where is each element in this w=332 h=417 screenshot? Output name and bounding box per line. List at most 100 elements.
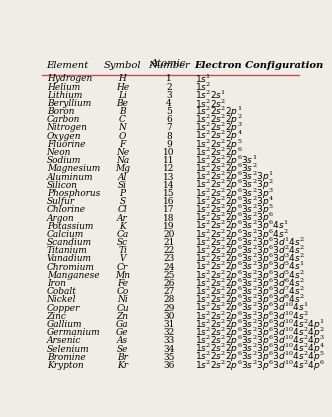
Text: Lithium: Lithium [46, 91, 82, 100]
Text: Beryllium: Beryllium [46, 99, 91, 108]
Text: $1\mathit{s}^{\mathregular{2}}2\mathit{s}^{\mathregular{2}}2\mathit{p}^{\mathreg: $1\mathit{s}^{\mathregular{2}}2\mathit{s… [195, 260, 304, 274]
Text: K: K [119, 222, 126, 231]
Text: He: He [116, 83, 129, 92]
Text: Krypton: Krypton [46, 361, 83, 370]
Text: 30: 30 [163, 312, 175, 321]
Text: Helium: Helium [46, 83, 80, 92]
Text: Element: Element [46, 61, 89, 70]
Text: 25: 25 [163, 271, 175, 280]
Text: Cl: Cl [118, 205, 127, 214]
Text: Sulfur: Sulfur [46, 197, 75, 206]
Text: Ar: Ar [117, 214, 128, 223]
Text: Titanium: Titanium [46, 246, 87, 255]
Text: $1\mathit{s}^{\mathregular{2}}2\mathit{s}^{\mathregular{2}}2\mathit{p}^{\mathreg: $1\mathit{s}^{\mathregular{2}}2\mathit{s… [195, 244, 305, 258]
Text: Cr: Cr [117, 263, 128, 272]
Text: O: O [119, 132, 126, 141]
Text: Chlorine: Chlorine [46, 205, 86, 214]
Text: Fluorine: Fluorine [46, 140, 85, 149]
Text: $1\mathit{s}^{\mathregular{2}}2\mathit{s}^{\mathregular{2}}2\mathit{p}^{\mathreg: $1\mathit{s}^{\mathregular{2}}2\mathit{s… [195, 113, 242, 127]
Text: $1\mathit{s}^{\mathregular{2}}2\mathit{s}^{\mathregular{2}}2\mathit{p}^{\mathreg: $1\mathit{s}^{\mathregular{2}}2\mathit{s… [195, 137, 242, 151]
Text: $1\mathit{s}^{\mathregular{2}}2\mathit{s}^{\mathregular{2}}2\mathit{p}^{\mathreg: $1\mathit{s}^{\mathregular{2}}2\mathit{s… [195, 276, 305, 291]
Text: Ga: Ga [116, 320, 129, 329]
Text: $1\mathit{s}^{\mathregular{2}}2\mathit{s}^{\mathregular{2}}2\mathit{p}^{\mathreg: $1\mathit{s}^{\mathregular{2}}2\mathit{s… [195, 121, 242, 135]
Text: $1\mathit{s}^{\mathregular{2}}2\mathit{s}^{\mathregular{2}}2\mathit{p}^{\mathreg: $1\mathit{s}^{\mathregular{2}}2\mathit{s… [195, 178, 273, 193]
Text: $1\mathit{s}^{\mathregular{2}}2\mathit{s}^{\mathregular{2}}2\mathit{p}^{\mathreg: $1\mathit{s}^{\mathregular{2}}2\mathit{s… [195, 146, 242, 160]
Text: 32: 32 [163, 328, 175, 337]
Text: $1\mathit{s}^{\mathregular{2}}2\mathit{s}^{\mathregular{2}}2\mathit{p}^{\mathreg: $1\mathit{s}^{\mathregular{2}}2\mathit{s… [195, 326, 325, 340]
Text: Arsenic: Arsenic [46, 337, 81, 345]
Text: Cobalt: Cobalt [46, 287, 76, 296]
Text: $1\mathit{s}^{\mathregular{2}}$: $1\mathit{s}^{\mathregular{2}}$ [195, 81, 211, 93]
Text: V: V [119, 254, 126, 264]
Text: H: H [119, 74, 126, 83]
Text: S: S [120, 197, 125, 206]
Text: Mg: Mg [115, 164, 130, 173]
Text: N: N [119, 123, 126, 133]
Text: 24: 24 [163, 263, 175, 272]
Text: $1\mathit{s}^{\mathregular{2}}2\mathit{s}^{\mathregular{2}}2\mathit{p}^{\mathreg: $1\mathit{s}^{\mathregular{2}}2\mathit{s… [195, 309, 309, 324]
Text: $1\mathit{s}^{\mathregular{2}}2\mathit{s}^{\mathregular{2}}2\mathit{p}^{\mathreg: $1\mathit{s}^{\mathregular{2}}2\mathit{s… [195, 236, 305, 250]
Text: 11: 11 [163, 156, 175, 165]
Text: Iron: Iron [46, 279, 65, 288]
Text: Mn: Mn [115, 271, 130, 280]
Text: Neon: Neon [46, 148, 71, 157]
Text: Vanadium: Vanadium [46, 254, 92, 264]
Text: As: As [117, 337, 128, 345]
Text: Calcium: Calcium [46, 230, 84, 239]
Text: $1\mathit{s}^{\mathregular{2}}2\mathit{s}^{\mathregular{2}}2\mathit{p}^{\mathreg: $1\mathit{s}^{\mathregular{2}}2\mathit{s… [195, 342, 325, 356]
Text: Sc: Sc [117, 238, 128, 247]
Text: 18: 18 [163, 214, 175, 223]
Text: 9: 9 [166, 140, 172, 149]
Text: Oxygen: Oxygen [46, 132, 81, 141]
Text: Symbol: Symbol [104, 61, 141, 70]
Text: 34: 34 [163, 344, 175, 354]
Text: Copper: Copper [46, 304, 80, 313]
Text: $1\mathit{s}^{\mathregular{2}}2\mathit{s}^{\mathregular{2}}2\mathit{p}^{\mathreg: $1\mathit{s}^{\mathregular{2}}2\mathit{s… [195, 162, 257, 176]
Text: Carbon: Carbon [46, 115, 80, 124]
Text: $1\mathit{s}^{\mathregular{2}}2\mathit{s}^{\mathregular{2}}2\mathit{p}^{\mathreg: $1\mathit{s}^{\mathregular{2}}2\mathit{s… [195, 293, 305, 307]
Text: Al: Al [118, 173, 127, 182]
Text: Li: Li [118, 91, 127, 100]
Text: 14: 14 [163, 181, 175, 190]
Text: 8: 8 [166, 132, 172, 141]
Text: Ge: Ge [116, 328, 129, 337]
Text: 29: 29 [163, 304, 175, 313]
Text: 3: 3 [166, 91, 172, 100]
Text: 6: 6 [166, 115, 172, 124]
Text: $1\mathit{s}^{\mathregular{1}}$: $1\mathit{s}^{\mathregular{1}}$ [195, 73, 210, 85]
Text: $1\mathit{s}^{\mathregular{2}}2\mathit{s}^{\mathregular{2}}2\mathit{p}^{\mathreg: $1\mathit{s}^{\mathregular{2}}2\mathit{s… [195, 170, 273, 184]
Text: $1\mathit{s}^{\mathregular{2}}2\mathit{s}^{\mathregular{2}}$: $1\mathit{s}^{\mathregular{2}}2\mathit{s… [195, 97, 226, 110]
Text: Number: Number [148, 61, 190, 70]
Text: Ni: Ni [117, 295, 128, 304]
Text: 22: 22 [163, 246, 175, 255]
Text: $1\mathit{s}^{\mathregular{2}}2\mathit{s}^{\mathregular{2}}2\mathit{p}^{\mathreg: $1\mathit{s}^{\mathregular{2}}2\mathit{s… [195, 194, 274, 209]
Text: Aluminum: Aluminum [46, 173, 93, 182]
Text: 20: 20 [163, 230, 175, 239]
Text: $1\mathit{s}^{\mathregular{2}}2\mathit{s}^{\mathregular{2}}2\mathit{p}^{\mathreg: $1\mathit{s}^{\mathregular{2}}2\mathit{s… [195, 268, 305, 283]
Text: Hydrogen: Hydrogen [46, 74, 92, 83]
Text: $1\mathit{s}^{\mathregular{2}}2\mathit{s}^{\mathregular{2}}2\mathit{p}^{\mathreg: $1\mathit{s}^{\mathregular{2}}2\mathit{s… [195, 203, 273, 217]
Text: Manganese: Manganese [46, 271, 99, 280]
Text: 27: 27 [163, 287, 175, 296]
Text: Co: Co [117, 287, 129, 296]
Text: 26: 26 [163, 279, 175, 288]
Text: Chromium: Chromium [46, 263, 95, 272]
Text: Silicon: Silicon [46, 181, 77, 190]
Text: C: C [119, 115, 126, 124]
Text: Gallium: Gallium [46, 320, 82, 329]
Text: 2: 2 [166, 83, 172, 92]
Text: Ca: Ca [117, 230, 129, 239]
Text: $1\mathit{s}^{\mathregular{2}}2\mathit{s}^{\mathregular{1}}$: $1\mathit{s}^{\mathregular{2}}2\mathit{s… [195, 89, 226, 101]
Text: F: F [120, 140, 126, 149]
Text: Ne: Ne [116, 148, 129, 157]
Text: 1: 1 [166, 74, 172, 83]
Text: Nitrogen: Nitrogen [46, 123, 88, 133]
Text: 15: 15 [163, 189, 175, 198]
Text: Boron: Boron [46, 107, 74, 116]
Text: $1\mathit{s}^{\mathregular{2}}2\mathit{s}^{\mathregular{2}}2\mathit{p}^{\mathreg: $1\mathit{s}^{\mathregular{2}}2\mathit{s… [195, 284, 305, 299]
Text: $1\mathit{s}^{\mathregular{2}}2\mathit{s}^{\mathregular{2}}2\mathit{p}^{\mathreg: $1\mathit{s}^{\mathregular{2}}2\mathit{s… [195, 219, 288, 234]
Text: 4: 4 [166, 99, 172, 108]
Text: Magnesium: Magnesium [46, 164, 100, 173]
Text: $1\mathit{s}^{\mathregular{2}}2\mathit{s}^{\mathregular{2}}2\mathit{p}^{\mathreg: $1\mathit{s}^{\mathregular{2}}2\mathit{s… [195, 104, 242, 119]
Text: $1\mathit{s}^{\mathregular{2}}2\mathit{s}^{\mathregular{2}}2\mathit{p}^{\mathreg: $1\mathit{s}^{\mathregular{2}}2\mathit{s… [195, 334, 325, 348]
